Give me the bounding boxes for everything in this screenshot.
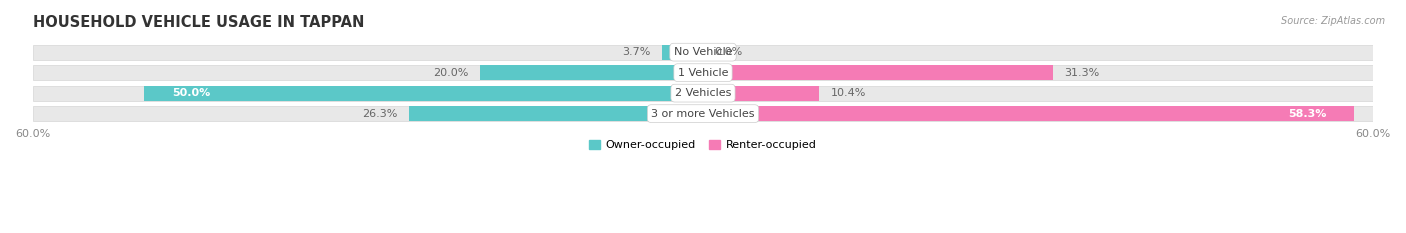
Bar [32,45,1374,60]
Bar [409,106,703,121]
Text: Source: ZipAtlas.com: Source: ZipAtlas.com [1281,16,1385,26]
Text: No Vehicle: No Vehicle [673,47,733,57]
Bar [703,106,1354,121]
Text: 20.0%: 20.0% [433,68,468,78]
Text: 3.7%: 3.7% [621,47,651,57]
Text: 26.3%: 26.3% [363,109,398,119]
Bar [703,86,820,100]
Text: 0.0%: 0.0% [714,47,742,57]
Text: HOUSEHOLD VEHICLE USAGE IN TAPPAN: HOUSEHOLD VEHICLE USAGE IN TAPPAN [32,15,364,30]
Bar [32,106,1374,121]
Text: 31.3%: 31.3% [1064,68,1099,78]
Text: 2 Vehicles: 2 Vehicles [675,88,731,98]
Text: 10.4%: 10.4% [831,88,866,98]
Bar [479,65,703,80]
Text: 50.0%: 50.0% [173,88,211,98]
Bar [32,65,1374,80]
Bar [32,86,1374,100]
Text: 1 Vehicle: 1 Vehicle [678,68,728,78]
Bar [662,45,703,60]
Bar [703,65,1053,80]
Bar [145,86,703,100]
Text: 58.3%: 58.3% [1288,109,1326,119]
Text: 3 or more Vehicles: 3 or more Vehicles [651,109,755,119]
Legend: Owner-occupied, Renter-occupied: Owner-occupied, Renter-occupied [585,135,821,155]
